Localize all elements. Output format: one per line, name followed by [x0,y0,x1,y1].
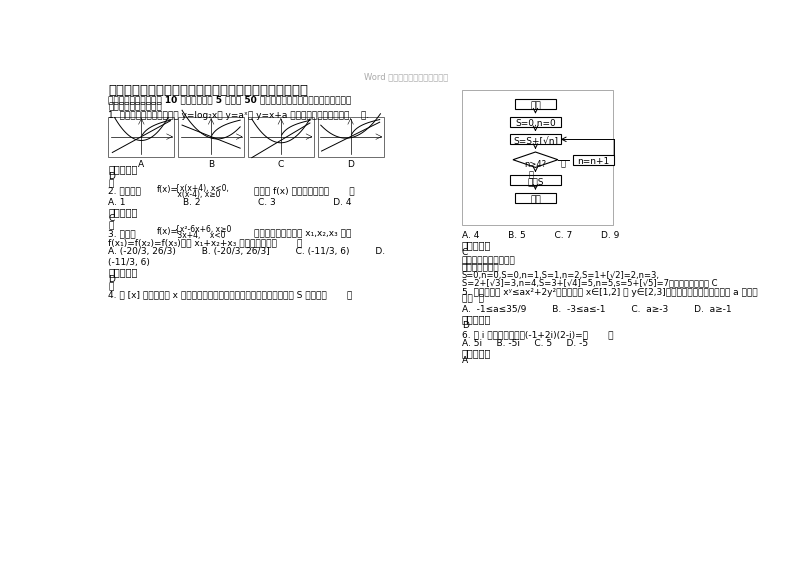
Text: 否: 否 [529,171,534,180]
Text: 是一个符合题目要求的: 是一个符合题目要求的 [109,103,163,112]
Text: f(x)=: f(x)= [157,227,178,236]
Text: 略: 略 [109,222,114,231]
Text: 参考答案：: 参考答案： [462,314,491,324]
Text: 参考答案：: 参考答案： [462,241,491,251]
Text: 参考答案：: 参考答案： [462,348,491,358]
Text: 一、选择题：本大题共 10 小题，每小题 5 分，共 50 分。在每小题给出的四个选项中，只有: 一、选择题：本大题共 10 小题，每小题 5 分，共 50 分。在每小题给出的四… [109,96,351,105]
Polygon shape [513,152,558,167]
Text: f(x)=: f(x)= [157,185,178,194]
Text: 参考答案：: 参考答案： [109,268,138,278]
Text: 则函数 f(x) 的零点个数为（       ）: 则函数 f(x) 的零点个数为（ ） [254,187,354,196]
Text: 6. 设 i 为虚数单位，则(-1+2i)(2-i)=（       ）: 6. 设 i 为虚数单位，则(-1+2i)(2-i)=（ ） [462,330,613,339]
Text: A: A [462,356,468,365]
Text: A.  -1≤a≤35/9         B.  -3≤a≤-1         C.  a≥-3         D.  a≥-1: A. -1≤a≤35/9 B. -3≤a≤-1 C. a≥-3 D. a≥-1 [462,305,731,314]
Text: 参考答案：: 参考答案： [109,206,138,217]
Text: (-11/3, 6): (-11/3, 6) [109,258,151,267]
Text: A. 4          B. 5          C. 7          D. 9: A. 4 B. 5 C. 7 D. 9 [462,231,619,240]
Text: 是: 是 [561,159,566,168]
Text: n>4?: n>4? [524,160,546,169]
Bar [318,117,384,157]
Bar [510,134,561,144]
Bar [573,155,614,165]
Text: A. 1                    B. 2                    C. 3                    D. 4: A. 1 B. 2 C. 3 D. 4 [109,198,352,207]
Text: S=2+[√3]=3,n=4,S=3+[√4]=5,n=5,s=5+[√5]=7，输出，故答案为 C: S=2+[√3]=3,n=4,S=3+[√4]=5,n=5,s=5+[√5]=7… [462,278,718,287]
Text: A. 5i     B. -5i     C. 5     D. -5: A. 5i B. -5i C. 5 D. -5 [462,339,588,348]
Text: 4. 若 [x] 表示不超过 x 的最大整数，执行如图所示的程序框图，则输出 S 的値为（       ）: 4. 若 [x] 表示不超过 x 的最大整数，执行如图所示的程序框图，则输出 S… [109,291,353,300]
Text: x(x-4), x≥0: x(x-4), x≥0 [175,190,220,199]
Text: 1. 在同一坐标系中画出函数 y=log₂x， y=aˣ， y=x+a 的图象，可能正确的是（    ）.: 1. 在同一坐标系中画出函数 y=log₂x， y=aˣ， y=x+a 的图象，… [109,111,370,120]
Bar [515,99,556,109]
Text: 5. 已知不等式 xʸ≤ax²+2y²，若对任意 x∈[1,2] 及 y∈[2,3]，该不等式恒成立，则实数 a 的范围: 5. 已知不等式 xʸ≤ax²+2y²，若对任意 x∈[1,2] 及 y∈[2,… [462,288,757,297]
Text: 四川省资阳市雁江区南津中学高三数学文月考试题含解析: 四川省资阳市雁江区南津中学高三数学文月考试题含解析 [109,84,308,97]
Text: 参考答案：: 参考答案： [109,164,138,174]
Text: f(x₁)=f(x₂)=f(x₃)，则 x₁+x₂+x₃ 的取値范围是（       ）: f(x₁)=f(x₂)=f(x₃)，则 x₁+x₂+x₃ 的取値范围是（ ） [109,238,303,247]
Text: A: A [138,160,144,169]
Bar [109,117,174,157]
Text: 3. 设函数: 3. 设函数 [109,229,136,238]
Text: B: B [208,160,214,169]
Bar [515,193,556,203]
Text: C: C [462,249,468,257]
Text: 略: 略 [109,179,114,188]
Text: 3x+4,    x<0: 3x+4, x<0 [175,231,225,240]
Bar [178,117,244,157]
Text: D: D [347,160,354,169]
Text: 考点：算法和程序框图: 考点：算法和程序框图 [462,256,515,265]
Text: 略: 略 [109,282,114,291]
Text: ，若互不相等的实数 x₁,x₂,x₃ 满足: ，若互不相等的实数 x₁,x₂,x₃ 满足 [254,229,351,238]
Text: 试题解析：因为: 试题解析：因为 [462,264,500,273]
Text: 结束: 结束 [530,196,541,205]
Text: S=0,n=0: S=0,n=0 [515,119,556,128]
Text: 是（  ）: 是（ ） [462,295,484,304]
Text: A. (-20/3, 26/3)         B. (-20/3, 26/3]         C. (-11/3, 6)         D.: A. (-20/3, 26/3) B. (-20/3, 26/3] C. (-1… [109,247,385,256]
Text: 输出S: 输出S [527,178,544,187]
Text: 开始: 开始 [530,102,541,111]
Text: D: D [462,321,469,330]
Bar [510,117,561,127]
Text: D: D [109,172,115,181]
Text: n=n+1: n=n+1 [577,158,610,167]
Text: S=S+[√n]: S=S+[√n] [513,137,558,146]
Text: C: C [109,214,115,223]
Text: Word 文档下载后（可任意编辑）: Word 文档下载后（可任意编辑） [364,73,448,82]
Text: 2. 已知函数: 2. 已知函数 [109,187,141,196]
Bar [462,90,613,225]
Text: {x²-6x+6, x≥0: {x²-6x+6, x≥0 [175,224,232,233]
Text: C: C [278,160,284,169]
Text: S=0,n=0,S=0,n=1,S=1,n=2,S=1+[√2]=2,n=3,: S=0,n=0,S=0,n=1,S=1,n=2,S=1+[√2]=2,n=3, [462,272,660,280]
Bar [510,175,561,185]
Text: D: D [109,275,115,284]
Bar [248,117,314,157]
Text: {x(x+4), x<0,: {x(x+4), x<0, [175,183,229,192]
